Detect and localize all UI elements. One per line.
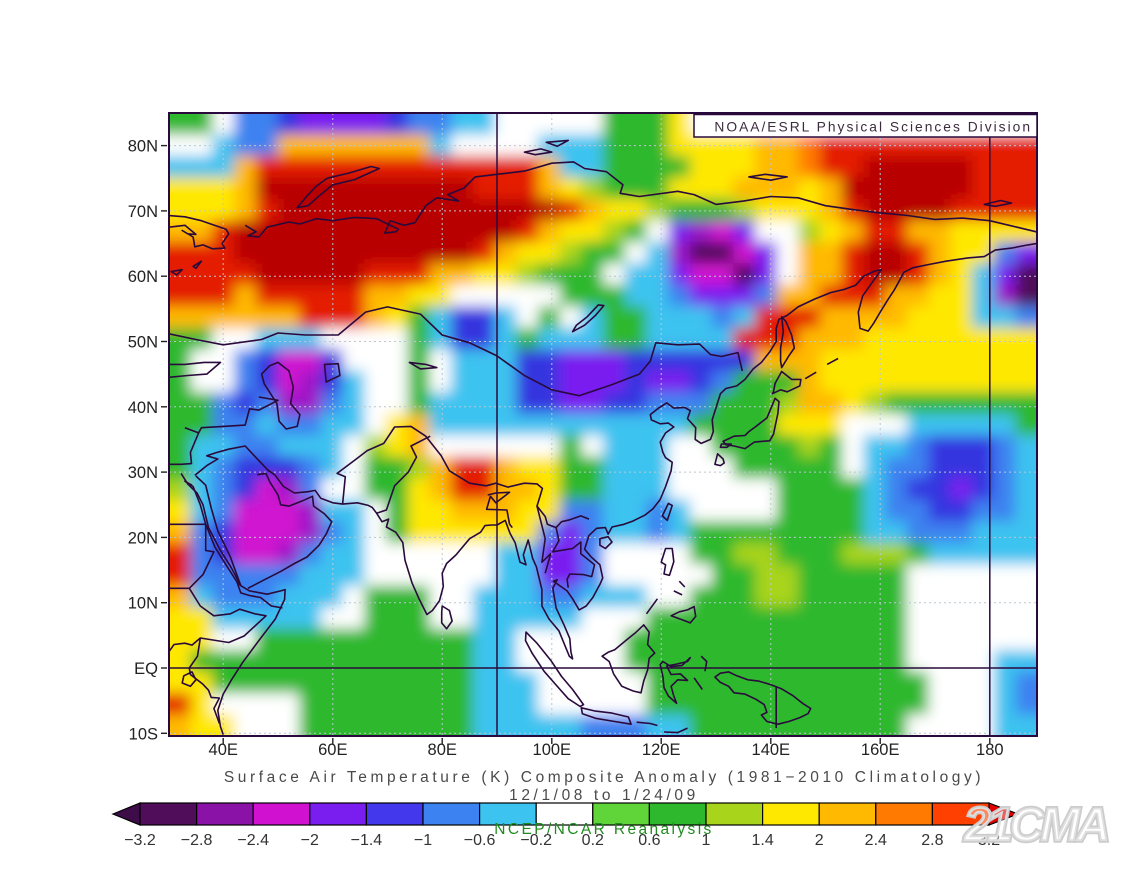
- svg-text:−1: −1: [414, 832, 432, 849]
- svg-text:20N: 20N: [128, 529, 158, 547]
- svg-text:EQ: EQ: [134, 660, 158, 678]
- svg-text:10N: 10N: [128, 595, 158, 613]
- svg-text:0.6: 0.6: [638, 832, 660, 849]
- svg-text:10S: 10S: [129, 725, 158, 743]
- svg-text:160E: 160E: [861, 741, 900, 759]
- svg-text:−2.8: −2.8: [181, 832, 213, 849]
- svg-text:60E: 60E: [318, 741, 347, 759]
- svg-text:50N: 50N: [128, 334, 158, 352]
- svg-text:NOAA/ESRL Physical Sciences Di: NOAA/ESRL Physical Sciences Division: [714, 120, 1032, 135]
- svg-text:2.4: 2.4: [865, 832, 887, 849]
- svg-text:40E: 40E: [209, 741, 238, 759]
- svg-text:40N: 40N: [128, 399, 158, 417]
- svg-text:1: 1: [702, 832, 711, 849]
- svg-text:70N: 70N: [128, 203, 158, 221]
- svg-text:80N: 80N: [128, 138, 158, 156]
- svg-text:30N: 30N: [128, 464, 158, 482]
- svg-text:80E: 80E: [428, 741, 457, 759]
- svg-text:1.4: 1.4: [751, 832, 773, 849]
- svg-text:Surface Air Temperature (K) Co: Surface Air Temperature (K) Composite An…: [224, 769, 984, 786]
- svg-text:2.8: 2.8: [921, 832, 943, 849]
- svg-text:2: 2: [815, 832, 824, 849]
- svg-text:−2.4: −2.4: [237, 832, 269, 849]
- svg-text:3.2: 3.2: [978, 832, 1000, 849]
- svg-text:0.2: 0.2: [582, 832, 604, 849]
- svg-text:60N: 60N: [128, 268, 158, 286]
- svg-text:120E: 120E: [642, 741, 681, 759]
- svg-text:180: 180: [976, 741, 1004, 759]
- svg-text:NCEP/NCAR Reanalysis: NCEP/NCAR Reanalysis: [494, 821, 713, 838]
- svg-text:−2: −2: [301, 832, 319, 849]
- svg-text:21CMA: 21CMA: [963, 799, 1108, 852]
- svg-text:12/1/08 to 1/24/09: 12/1/08 to 1/24/09: [509, 787, 699, 804]
- svg-text:−1.4: −1.4: [351, 832, 383, 849]
- svg-text:−0.2: −0.2: [520, 832, 552, 849]
- svg-text:100E: 100E: [533, 741, 572, 759]
- svg-text:140E: 140E: [752, 741, 791, 759]
- svg-text:−3.2: −3.2: [124, 832, 156, 849]
- svg-text:−0.6: −0.6: [464, 832, 496, 849]
